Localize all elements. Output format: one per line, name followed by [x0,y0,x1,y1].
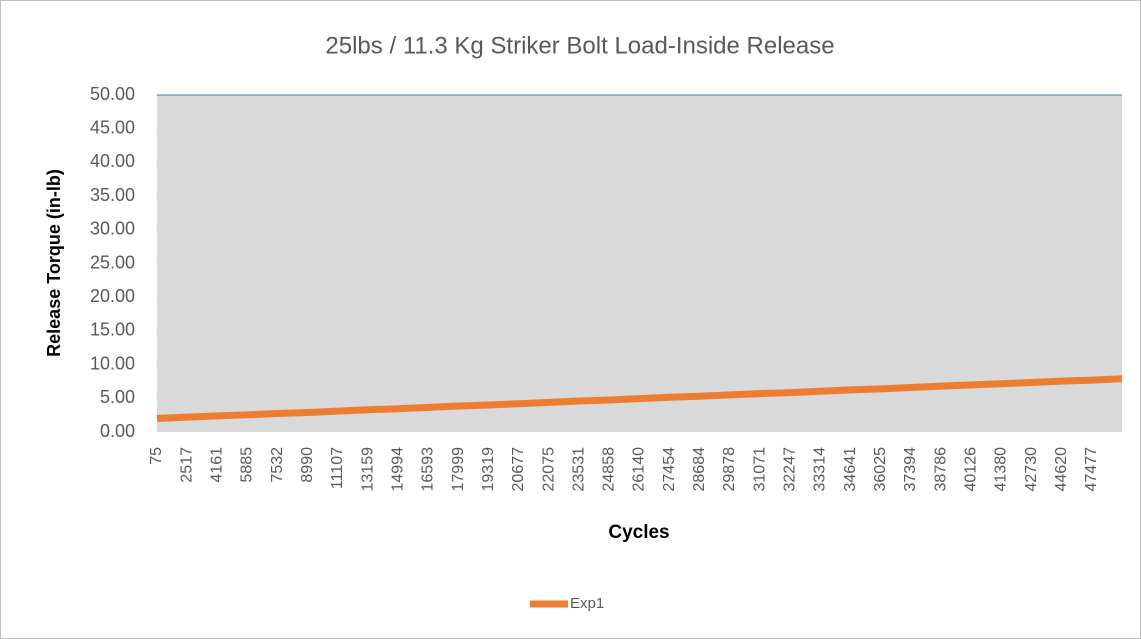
y-tick-label: 15.00 [90,320,135,340]
x-tick-label: 31071 [751,447,768,492]
y-tick-label: 0.00 [100,421,135,441]
data-line [156,375,1123,423]
x-tick-label: 36025 [872,447,889,492]
x-tick-label: 13159 [359,447,376,492]
chart-title: 25lbs / 11.3 Kg Striker Bolt Load-Inside… [325,32,834,59]
x-tick-label: 42730 [1023,447,1040,492]
x-tick-label: 23531 [570,447,587,492]
x-tick-label: 19319 [480,447,497,492]
x-tick-label: 47477 [1083,447,1100,492]
x-tick-label: 7532 [269,447,286,483]
y-tick-label: 30.00 [90,219,135,239]
y-tick-label: 5.00 [100,387,135,407]
x-tick-label: 44620 [1053,447,1070,492]
x-tick-label: 28684 [691,447,708,492]
x-tick-label: 41380 [993,447,1010,492]
x-tick-label: 75 [148,447,165,465]
x-tick-label: 27454 [661,447,678,492]
x-tick-label: 22075 [540,447,557,492]
plot-area [157,95,1122,432]
y-tick-label: 50.00 [90,84,135,104]
y-axis-title: Release Torque (in-lb) [44,169,64,357]
legend-label: Exp1 [570,595,604,612]
x-tick-label: 26140 [631,447,648,492]
x-tick-label: 16593 [420,447,437,492]
x-tick-label: 38786 [932,447,949,492]
x-tick-label: 37394 [902,447,919,492]
x-tick-label: 24858 [601,447,618,492]
x-tick-label: 34641 [842,447,859,492]
y-tick-label: 10.00 [90,353,135,373]
x-tick-label: 17999 [450,447,467,492]
x-tick-label: 8990 [299,447,316,483]
x-tick-label: 33314 [812,447,829,492]
x-tick-label: 2517 [178,447,195,483]
x-tick-label: 32247 [782,447,799,492]
x-tick-label: 40126 [962,447,979,492]
x-tick-label: 4161 [209,447,226,483]
y-tick-label: 35.00 [90,185,135,205]
y-tick-label: 20.00 [90,286,135,306]
y-tick-label: 45.00 [90,117,135,137]
x-tick-label: 5885 [239,447,256,483]
y-tick-label: 40.00 [90,151,135,171]
x-axis-title: Cycles [608,522,669,543]
x-tick-label: 11107 [329,447,346,489]
x-tick-label: 20677 [510,447,527,492]
y-tick-label: 25.00 [90,252,135,272]
x-tick-label: 29878 [721,447,738,492]
x-tick-label: 14994 [389,447,406,492]
